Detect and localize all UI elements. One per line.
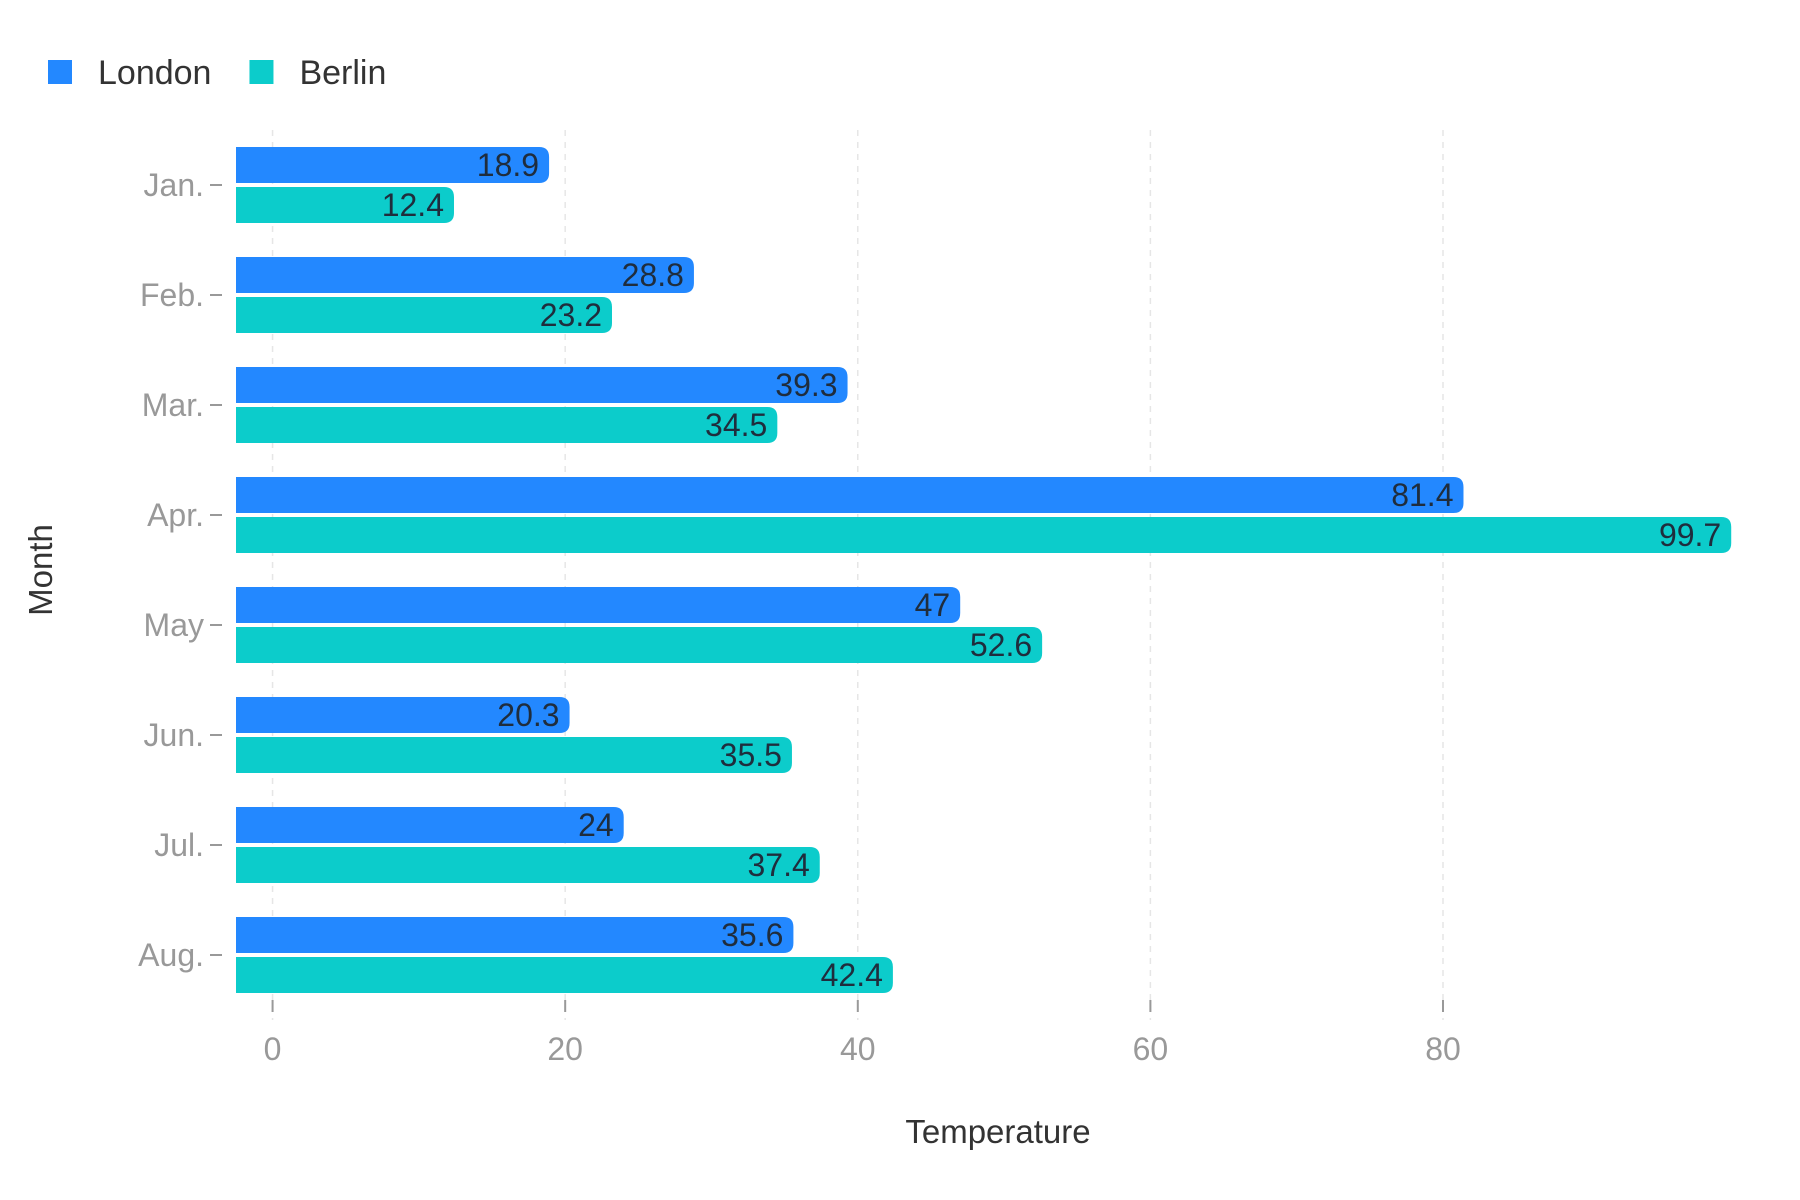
y-tick-label: Jul. bbox=[154, 827, 204, 863]
data-label-berlin: 12.4 bbox=[382, 187, 444, 223]
x-tick-label-40: 40 bbox=[840, 1031, 876, 1067]
bar-berlin[interactable] bbox=[236, 627, 1043, 663]
data-label-london: 28.8 bbox=[622, 257, 684, 293]
bar-london[interactable] bbox=[236, 147, 550, 183]
bar-berlin[interactable] bbox=[236, 297, 612, 333]
x-axis-title: Temperature bbox=[905, 1113, 1090, 1150]
bar-london[interactable] bbox=[236, 477, 1464, 513]
data-label-berlin: 99.7 bbox=[1659, 517, 1721, 553]
x-tick-label-0: 0 bbox=[264, 1031, 282, 1067]
x-tick-label-80: 80 bbox=[1425, 1031, 1461, 1067]
bar-london[interactable] bbox=[236, 697, 570, 733]
bar-london[interactable] bbox=[236, 807, 624, 843]
legend-label-london[interactable]: London bbox=[98, 54, 211, 92]
data-label-berlin: 35.5 bbox=[720, 737, 782, 773]
bar-london[interactable] bbox=[236, 367, 848, 403]
data-label-berlin: 37.4 bbox=[747, 847, 809, 883]
data-label-london: 35.6 bbox=[721, 917, 783, 953]
y-tick-label: Jun. bbox=[144, 717, 204, 753]
bar-london[interactable] bbox=[236, 587, 961, 623]
bar-berlin[interactable] bbox=[236, 847, 820, 883]
data-labels: 18.9 12.4 28.8 23.2 39.334.5 81.4 99.7 47 52.6 20… bbox=[382, 147, 1722, 993]
data-label-berlin: 52.6 bbox=[970, 627, 1032, 663]
y-tick-label: Feb. bbox=[140, 277, 204, 313]
data-label-london: 81.4 bbox=[1391, 477, 1453, 513]
legend-label-berlin[interactable]: Berlin bbox=[299, 54, 386, 92]
legend-swatch-berlin[interactable] bbox=[249, 60, 274, 84]
y-tick-label: Apr. bbox=[147, 497, 204, 533]
data-label-london: 47 bbox=[915, 587, 951, 623]
data-label-berlin: 42.4 bbox=[821, 957, 883, 993]
bar-london[interactable] bbox=[236, 917, 794, 953]
y-tick-label: May bbox=[144, 607, 204, 643]
y-tick-label: Aug. bbox=[138, 937, 204, 973]
bar-berlin[interactable] bbox=[236, 957, 893, 993]
axes: 0 20 40 60 80 Jan. Feb. Mar. Apr. May Jun. Jul. Aug. bbox=[138, 167, 1461, 1067]
bar-london[interactable] bbox=[236, 257, 694, 293]
bar-berlin[interactable] bbox=[236, 407, 778, 443]
bar-berlin[interactable] bbox=[236, 737, 792, 773]
data-label-berlin: 34.5 bbox=[705, 407, 767, 443]
y-tick-label: Jan. bbox=[144, 167, 204, 203]
bars bbox=[236, 147, 1732, 993]
y-axis-title: Month bbox=[22, 524, 59, 616]
bar-berlin[interactable] bbox=[236, 187, 454, 223]
data-label-london: 18.9 bbox=[477, 147, 539, 183]
x-tick-label-60: 60 bbox=[1133, 1031, 1169, 1067]
x-tick-label-20: 20 bbox=[547, 1031, 583, 1067]
data-label-london: 20.3 bbox=[497, 697, 559, 733]
legend-swatch-london[interactable] bbox=[48, 60, 72, 84]
data-label-london: 24 bbox=[578, 807, 614, 843]
legend: London Berlin bbox=[48, 54, 386, 92]
data-label-london: 39.3 bbox=[775, 367, 837, 403]
data-label-berlin: 23.2 bbox=[540, 297, 602, 333]
y-tick-label: Mar. bbox=[142, 387, 204, 423]
bar-berlin[interactable] bbox=[236, 517, 1732, 553]
